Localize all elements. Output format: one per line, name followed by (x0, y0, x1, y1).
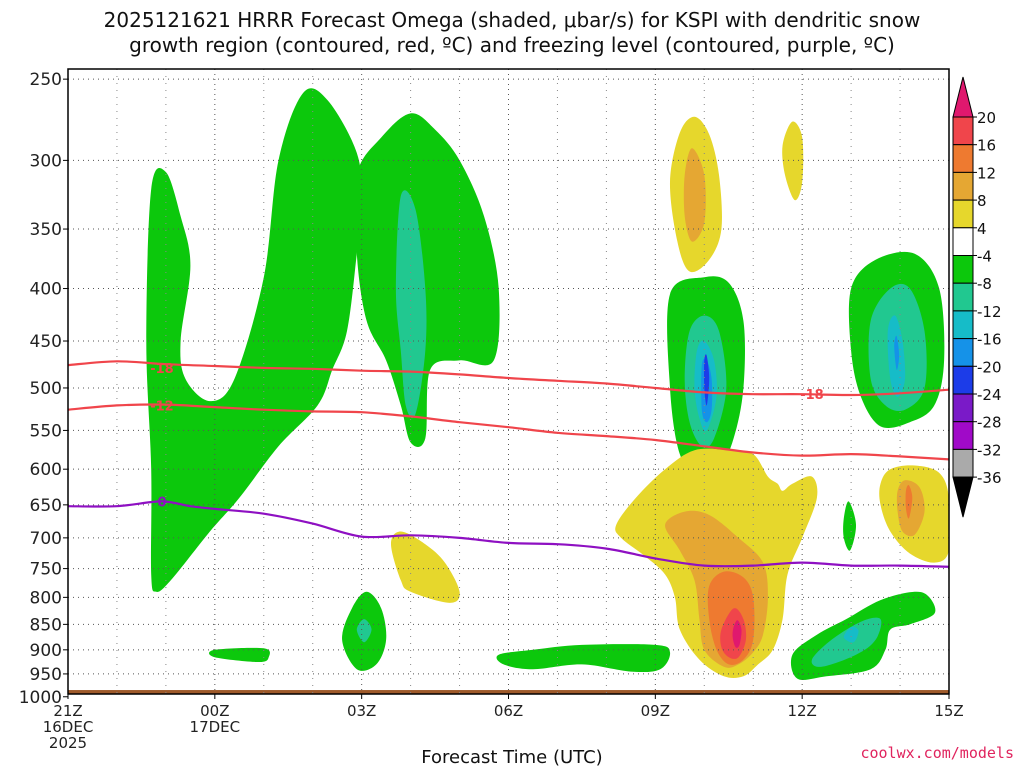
colorbar-label: -28 (977, 414, 1002, 432)
colorbar-segment (952, 310, 974, 340)
colorbar-segment (952, 144, 974, 173)
colorbar-segment (952, 393, 974, 423)
x-tick-label: 16DEC (43, 718, 94, 736)
omega-region-uplift-low-west (209, 647, 270, 662)
colorbar-label: 20 (977, 109, 996, 127)
y-tick-label: 250 (30, 70, 62, 90)
omega-region-uplift-low-mid-core (356, 619, 372, 643)
omega-region-uplift-12z-sliver (843, 501, 857, 551)
omega-shading (146, 88, 949, 680)
colorbar-segment (952, 255, 974, 284)
omega-region-sink-east-core2 (905, 484, 913, 519)
colorbar-label: 16 (977, 137, 996, 155)
omega-region-uplift-low-se-core2 (843, 626, 859, 643)
colorbar-under-triangle (952, 476, 974, 518)
x-tick-label: 00Z (200, 702, 229, 720)
isotherm-label: -18 (150, 362, 174, 377)
omega-region-uplift-west-tower (146, 88, 362, 592)
y-tick-label: 700 (30, 529, 62, 549)
colorbar-segment (952, 282, 974, 312)
colorbar-label: 4 (977, 220, 987, 238)
x-tick-label: 12Z (787, 702, 816, 720)
colorbar-over-triangle (952, 76, 974, 118)
y-tick-label: 450 (30, 332, 62, 352)
isotherm-0 (68, 500, 949, 568)
y-tick-label: 750 (30, 560, 62, 580)
x-axis-label: Forecast Time (UTC) (421, 747, 603, 768)
x-tick-label: 21Z (53, 702, 82, 720)
y-tick-label: 900 (30, 641, 62, 661)
omega-region-uplift-low-se-core (811, 617, 882, 667)
y-tick-label: 800 (30, 588, 62, 608)
y-tick-label: 650 (30, 496, 62, 516)
colorbar-segment (952, 116, 974, 146)
colorbar-segment (952, 365, 974, 395)
colorbar-segment (952, 199, 974, 229)
omega-region-sink-upper-09z-core (683, 148, 706, 242)
colorbar-label: -32 (977, 441, 1002, 459)
y-tick-label: 550 (30, 421, 62, 441)
omega-region-sink-upper-east (782, 121, 804, 201)
colorbar-segment (952, 421, 974, 450)
isotherm--18 (68, 360, 949, 397)
colorbar-label: -36 (977, 469, 1002, 487)
y-tick-label: 600 (30, 460, 62, 480)
colorbar-segment (952, 338, 974, 367)
colorbar-label: -20 (977, 358, 1002, 376)
omega-region-sink-mid (391, 531, 460, 603)
y-tick-label: 300 (30, 151, 62, 171)
y-tick-label: 400 (30, 280, 62, 300)
colorbar-label: -8 (977, 275, 992, 293)
y-tick-label: 850 (30, 615, 62, 635)
x-tick-label: 2025 (49, 734, 87, 752)
colorbar-label: -4 (977, 248, 992, 266)
site-credit[interactable]: coolwx.com/models (860, 744, 1014, 762)
omega-region-uplift-low-east (496, 644, 671, 673)
x-tick-label: 09Z (641, 702, 670, 720)
omega-region-uplift-central-tower (354, 113, 500, 448)
omega-region-uplift-east-core3 (894, 335, 900, 370)
x-tick-label: 17DEC (190, 718, 241, 736)
y-tick-label: 350 (30, 220, 62, 240)
colorbar-label: 12 (977, 164, 996, 182)
chart-title-line-2: growth region (contoured, red, ºC) and f… (129, 33, 895, 57)
chart-title-line-1: 2025121621 HRRR Forecast Omega (shaded, … (103, 8, 921, 32)
isotherm-label: -12 (150, 399, 174, 414)
ground-fill (68, 690, 949, 694)
isotherm--12 (68, 403, 949, 461)
isotherm-label: -18 (800, 388, 824, 403)
y-tick-label: 500 (30, 379, 62, 399)
colorbar-segment (952, 448, 974, 478)
colorbar-label: -12 (977, 303, 1002, 321)
y-tick-label: 1000 (19, 688, 62, 708)
omega-region-sink-main-core4 (732, 620, 742, 648)
y-tick-label: 950 (30, 665, 62, 685)
colorbar-segment (952, 171, 974, 201)
x-tick-label: 15Z (934, 702, 963, 720)
isotherm-label: 0 (157, 495, 166, 510)
x-tick-label: 06Z (494, 702, 523, 720)
colorbar-label: -24 (977, 386, 1002, 404)
colorbar-label: 8 (977, 192, 987, 210)
plot-frame (67, 68, 950, 695)
colorbar-label: -16 (977, 331, 1002, 349)
x-tick-label: 03Z (347, 702, 376, 720)
omega-region-uplift-central-core (395, 190, 427, 419)
colorbar-segment (952, 227, 974, 257)
